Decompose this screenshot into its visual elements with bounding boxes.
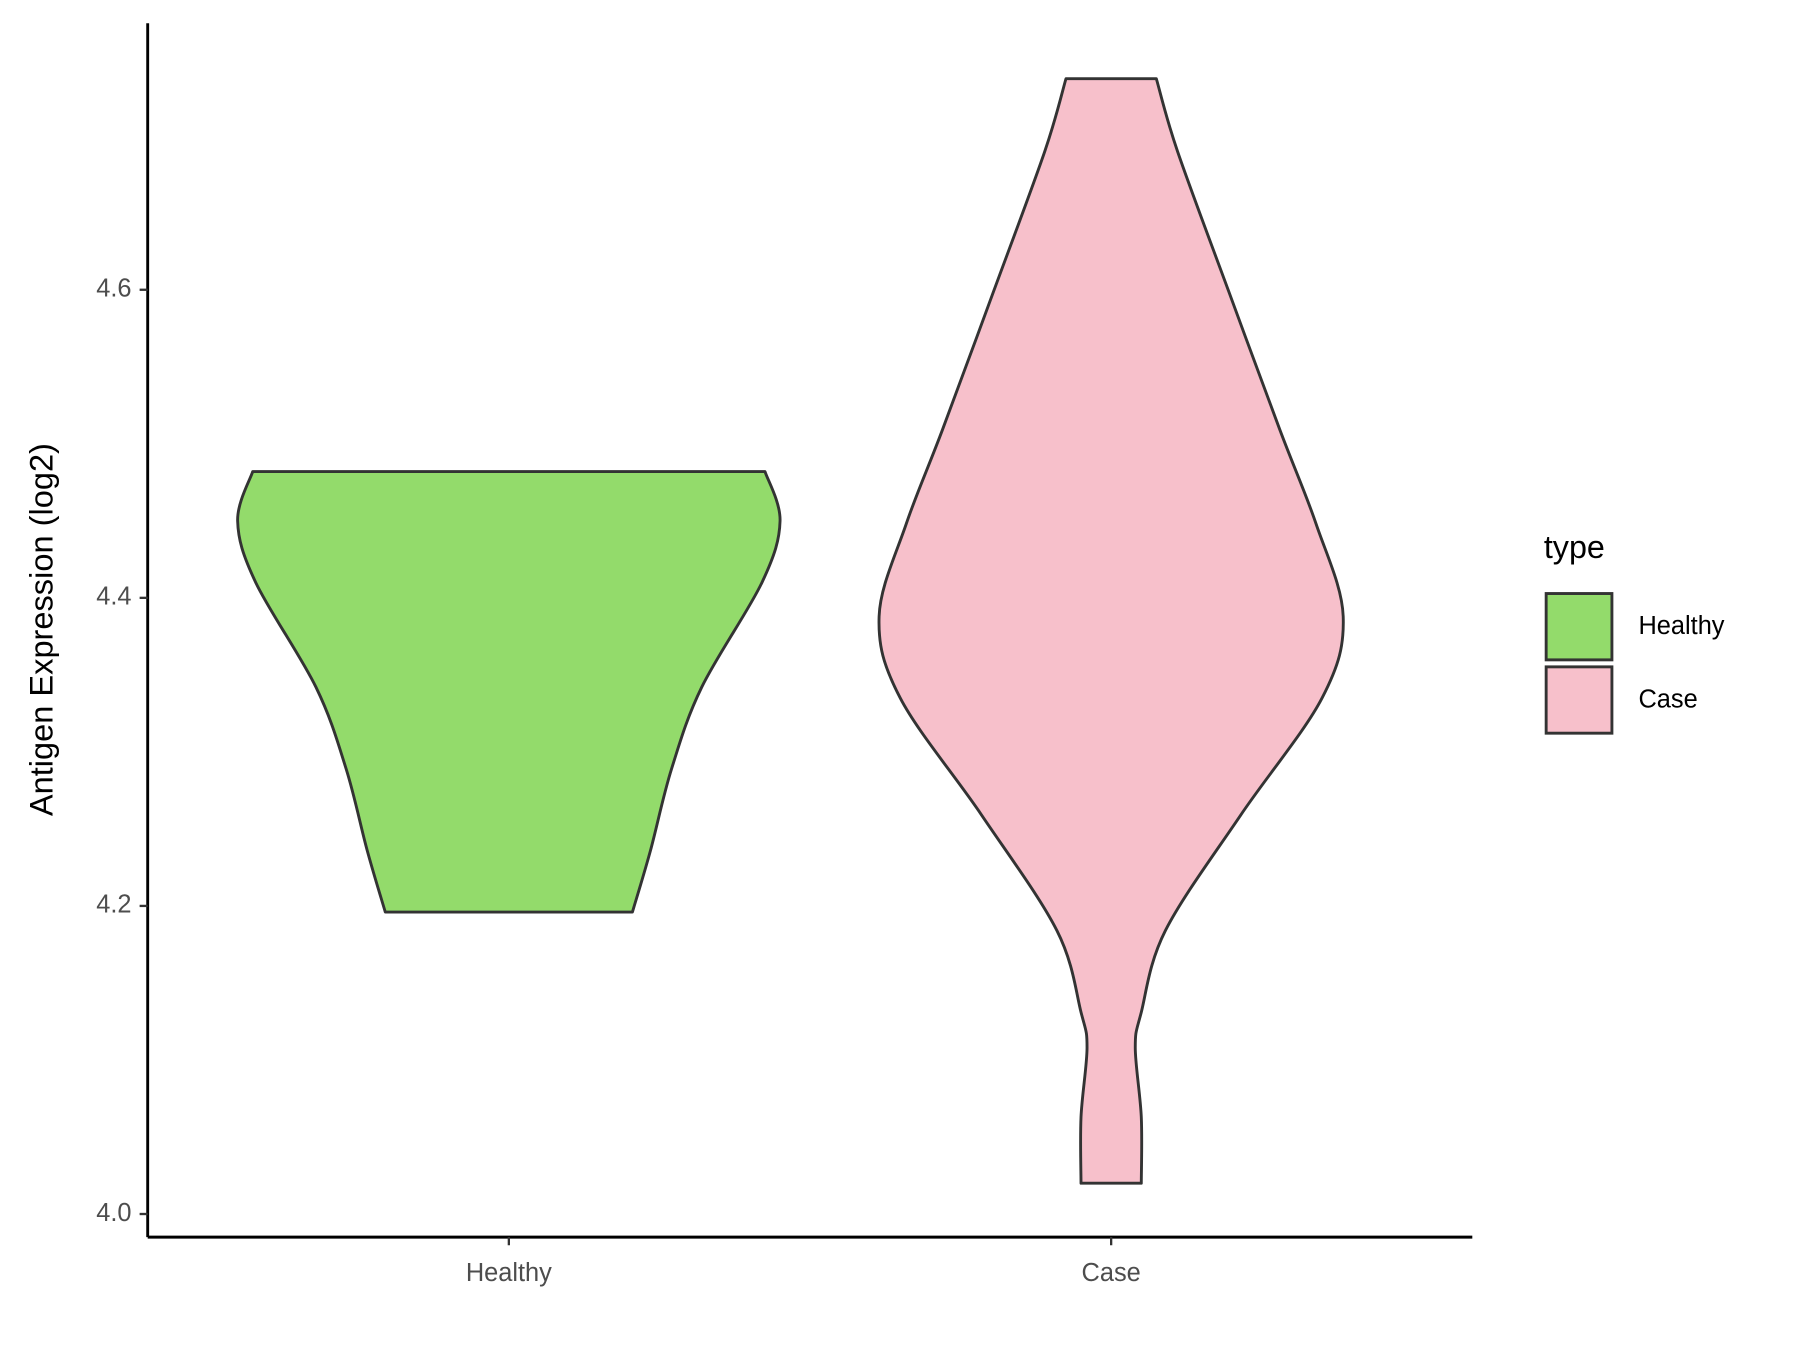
y-axis-title: Antigen Expression (log2) xyxy=(23,443,59,816)
x-tick-label: Case xyxy=(1082,1259,1141,1287)
y-tick-label: 4.0 xyxy=(96,1199,131,1227)
y-tick-label: 4.4 xyxy=(96,583,131,611)
legend-label: Case xyxy=(1638,685,1697,713)
x-tick-label: Healthy xyxy=(466,1259,552,1287)
violin xyxy=(877,77,1345,1185)
violin xyxy=(236,470,782,914)
y-tick-label: 4.2 xyxy=(96,891,131,919)
legend-title: type xyxy=(1544,529,1605,565)
legend-label: Healthy xyxy=(1638,612,1724,640)
y-tick-label: 4.6 xyxy=(96,274,131,302)
legend-key xyxy=(1544,665,1614,735)
legend-key xyxy=(1544,592,1614,662)
